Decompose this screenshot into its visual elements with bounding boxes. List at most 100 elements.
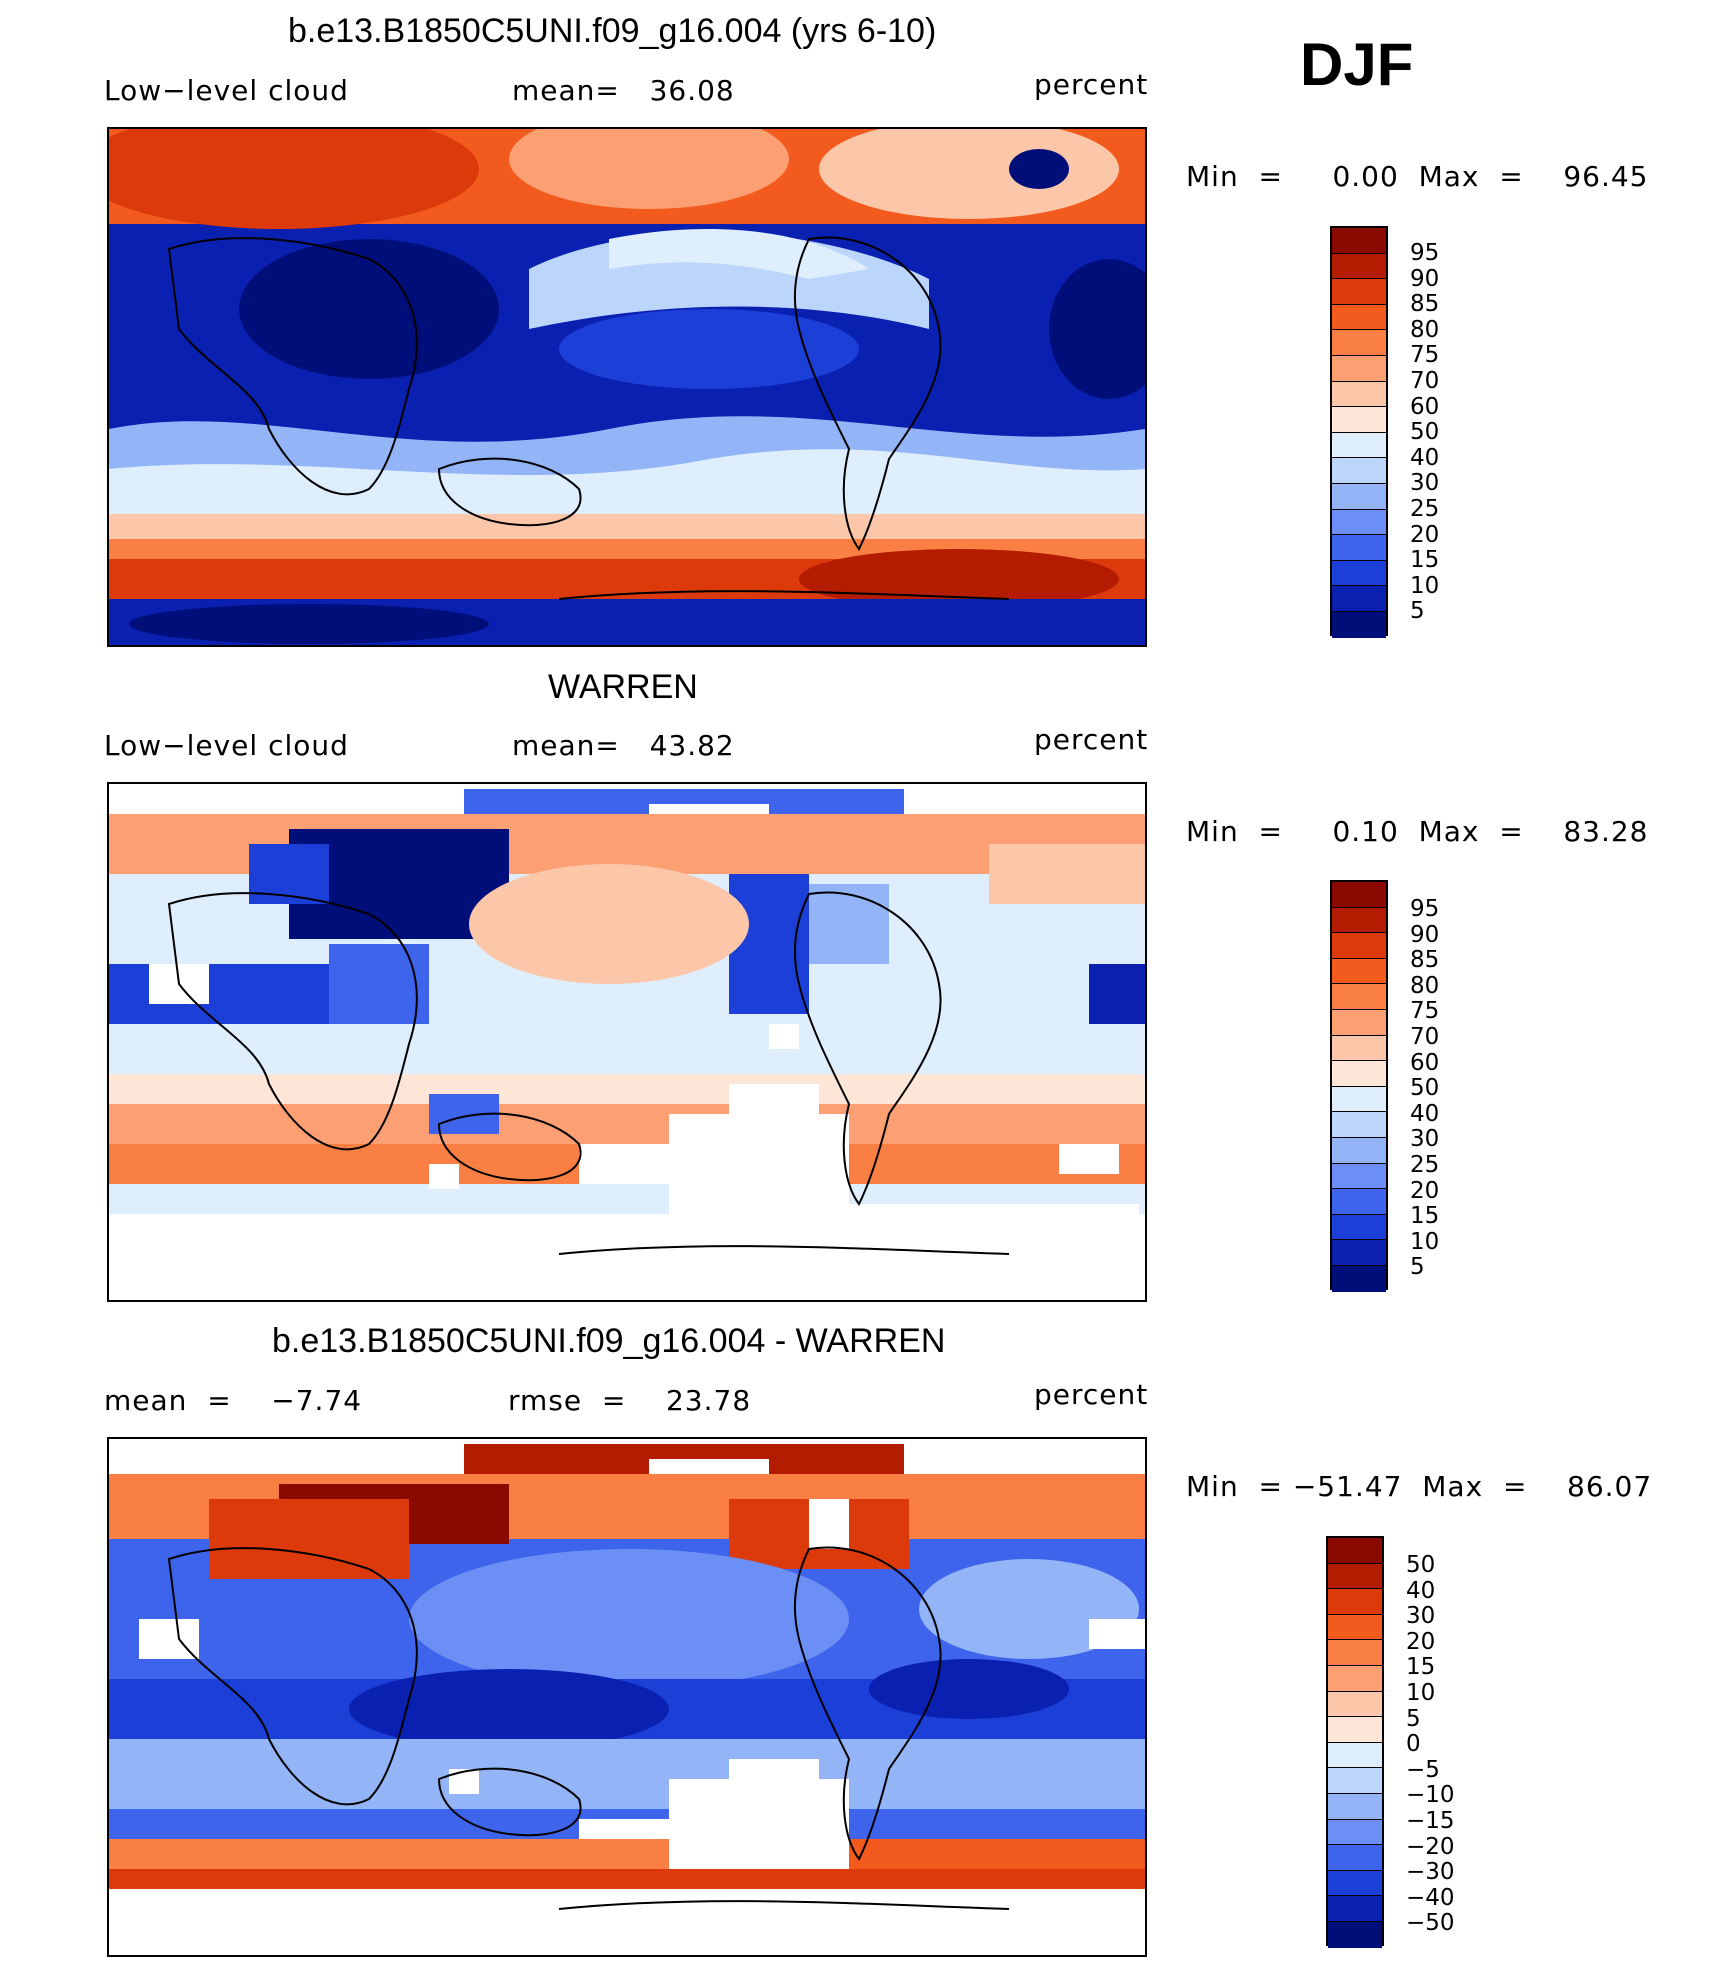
colorbar-label: 75	[1410, 998, 1440, 1025]
colorbar-label: 95	[1410, 240, 1440, 266]
colorbar-box	[1328, 1793, 1382, 1820]
colorbar-box	[1332, 1112, 1386, 1138]
panel-title: WARREN	[548, 668, 698, 706]
colorbar-label: 0	[1406, 1731, 1421, 1758]
colorbar-box	[1332, 958, 1386, 985]
colorbar-box	[1332, 1009, 1386, 1036]
map-difference	[107, 1437, 1147, 1957]
colorbar-label: −15	[1406, 1808, 1455, 1834]
colorbar-label: 90	[1410, 921, 1440, 948]
colorbar-label: 20	[1410, 521, 1440, 548]
colorbar-label: 5	[1410, 1254, 1425, 1281]
colorbar-label: 30	[1410, 1126, 1440, 1153]
min-max-label: Min = −51.47 Max = 86.07	[1186, 1470, 1653, 1503]
colorbar-box	[1332, 586, 1386, 612]
colorbar-box	[1328, 1921, 1382, 1948]
colorbar-label: 80	[1410, 316, 1440, 343]
colorbar-box	[1328, 1563, 1382, 1590]
colorbar-label: 10	[1406, 1680, 1436, 1706]
panel-title: b.e13.B1850C5UNI.f09_g16.004 - WARREN	[272, 1322, 946, 1360]
colorbar-box	[1328, 1819, 1382, 1846]
min-max-label: Min = 0.00 Max = 96.45	[1186, 160, 1649, 193]
colorbar-box	[1332, 1061, 1386, 1087]
colorbar-box	[1328, 1845, 1382, 1871]
colorbar-box	[1332, 483, 1386, 510]
colorbar-label: 20	[1406, 1628, 1436, 1655]
colorbar-label: −50	[1406, 1910, 1455, 1937]
colorbar-box	[1328, 1640, 1382, 1666]
colorbar-box	[1332, 907, 1386, 934]
colorbar-label: 60	[1410, 1049, 1440, 1076]
colorbar-label: −20	[1406, 1833, 1455, 1860]
colorbar-box	[1328, 1589, 1382, 1615]
colorbar-box	[1328, 1742, 1382, 1769]
colorbar-box	[1332, 1240, 1386, 1266]
season-label: DJF	[1300, 31, 1414, 98]
colorbar-box	[1332, 228, 1386, 254]
colorbar-label: 20	[1410, 1177, 1440, 1204]
colorbar-box	[1328, 1691, 1382, 1718]
colorbar-label: 25	[1410, 1152, 1440, 1178]
colorbar-label: −40	[1406, 1884, 1455, 1911]
colorbar-box	[1328, 1870, 1382, 1897]
colorbar-label: 40	[1410, 1100, 1440, 1127]
colorbar-box	[1332, 1163, 1386, 1190]
units-label: percent	[1034, 68, 1149, 101]
colorbar-difference	[1326, 1536, 1384, 1948]
map-observation	[107, 782, 1147, 1302]
colorbar-box	[1328, 1768, 1382, 1794]
colorbar-model	[1330, 226, 1388, 638]
colorbar-box	[1332, 432, 1386, 459]
colorbar-box	[1332, 1189, 1386, 1215]
colorbar-label: 70	[1410, 1024, 1440, 1050]
colorbar-label: 50	[1406, 1552, 1436, 1578]
colorbar-label: 95	[1410, 896, 1440, 922]
colorbar-label: 15	[1410, 1203, 1440, 1230]
colorbar-box	[1332, 458, 1386, 484]
colorbar-box	[1332, 1035, 1386, 1062]
units-label: percent	[1034, 1378, 1149, 1411]
colorbar-box	[1332, 933, 1386, 959]
colorbar-box	[1332, 611, 1386, 638]
colorbar-label: 10	[1410, 572, 1440, 599]
mean-label: mean= 36.08	[512, 74, 735, 107]
colorbar-box	[1332, 1137, 1386, 1164]
colorbar-box	[1332, 407, 1386, 433]
colorbar-box	[1332, 253, 1386, 280]
colorbar-label: 15	[1410, 547, 1440, 574]
panel-title: b.e13.B1850C5UNI.f09_g16.004 (yrs 6-10)	[288, 12, 937, 50]
colorbar-box	[1332, 882, 1386, 908]
colorbar-label: 40	[1406, 1577, 1436, 1604]
min-max-label: Min = 0.10 Max = 83.28	[1186, 815, 1649, 848]
mean-label: mean= 43.82	[512, 729, 735, 762]
colorbar-box	[1328, 1665, 1382, 1692]
units-label: percent	[1034, 723, 1149, 756]
colorbar-label: 15	[1406, 1654, 1436, 1681]
colorbar-label: 85	[1410, 291, 1440, 318]
colorbar-box	[1332, 1265, 1386, 1292]
colorbar-observation	[1330, 880, 1388, 1292]
colorbar-box	[1332, 330, 1386, 356]
colorbar-label: −10	[1406, 1782, 1455, 1809]
colorbar-box	[1328, 1717, 1382, 1743]
colorbar-box	[1328, 1896, 1382, 1922]
colorbar-label: −5	[1406, 1756, 1440, 1783]
colorbar-box	[1332, 279, 1386, 305]
colorbar-label: 50	[1410, 419, 1440, 446]
colorbar-label: 80	[1410, 972, 1440, 999]
field-label: Low−level cloud	[104, 74, 349, 107]
colorbar-box	[1332, 1086, 1386, 1113]
field-label: Low−level cloud	[104, 729, 349, 762]
colorbar-label: 85	[1410, 947, 1440, 974]
colorbar-label: 75	[1410, 342, 1440, 369]
colorbar-box	[1332, 381, 1386, 408]
rmse-label: rmse = 23.78	[508, 1384, 752, 1417]
colorbar-box	[1328, 1538, 1382, 1564]
colorbar-box	[1332, 304, 1386, 331]
colorbar-label: 5	[1406, 1705, 1421, 1732]
colorbar-label: 40	[1410, 444, 1440, 471]
mean-label: mean = −7.74	[104, 1384, 363, 1417]
colorbar-box	[1328, 1614, 1382, 1641]
colorbar-label: 90	[1410, 265, 1440, 292]
colorbar-label: 70	[1410, 368, 1440, 394]
